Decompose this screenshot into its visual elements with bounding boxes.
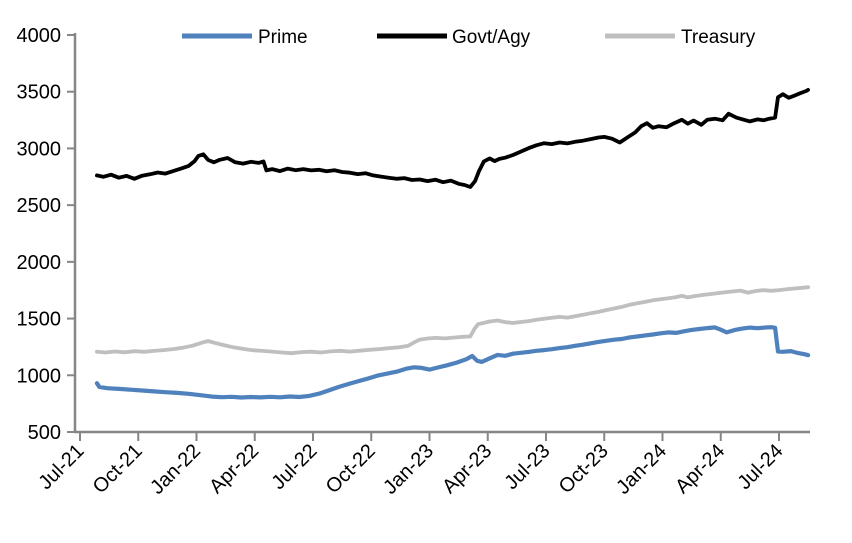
x-axis-ticks: Jul-21 Oct-21 Jan-22 Apr-22 Jul-22 Oct-22 Jan-… [34,432,788,499]
x-tick-label: Oct-21 [89,440,147,498]
x-tick-label: Jul-22 [267,440,321,494]
x-tick-label: Apr-23 [438,440,496,498]
x-tick-label: Apr-24 [671,440,729,498]
chart-legend: Prime Govt/Agy Treasury [182,27,756,48]
y-tick-label: 2500 [17,195,62,217]
y-tick-label: 1000 [17,365,62,387]
axes [73,33,810,434]
legend-item-govt-agy: Govt/Agy [377,27,531,48]
y-tick-label: 1500 [17,309,62,331]
x-tick-label: Oct-23 [555,440,613,498]
x-tick-label: Jan-24 [612,440,671,499]
legend-label-prime: Prime [258,27,308,48]
y-tick-label: 500 [28,422,61,444]
data-series [94,88,811,400]
y-tick-label: 3500 [17,82,62,104]
x-tick-label: Oct-22 [322,440,380,498]
x-tick-label: Jan-23 [379,440,438,499]
y-tick-label: 3000 [17,138,62,160]
legend-label-treasury: Treasury [681,27,756,48]
x-tick-label: Jul-21 [34,440,88,494]
x-tick-label: Apr-22 [205,440,263,498]
y-tick-label: 4000 [17,25,62,47]
legend-item-treasury: Treasury [605,27,756,48]
legend-label-govt-agy: Govt/Agy [452,27,531,48]
series-line-treasury [95,285,810,356]
y-tick-label: 2000 [17,252,62,274]
series-line-govt-agy [95,88,810,189]
series-line-prime [94,325,811,400]
y-axis-ticks: 500 1000 1500 2000 2500 3000 3500 4000 [17,25,75,444]
x-tick-label: Jul-23 [500,440,554,494]
x-tick-label: Jan-22 [146,440,205,499]
x-tick-label: Jul-24 [733,440,787,494]
legend-item-prime: Prime [182,27,308,48]
